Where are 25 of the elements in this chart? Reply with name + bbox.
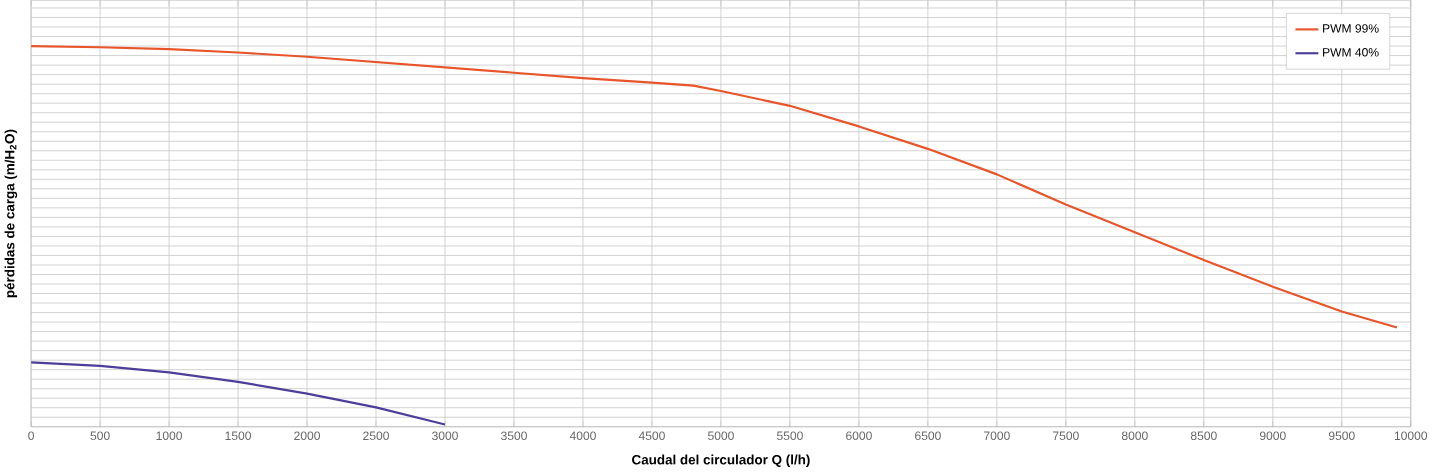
x-tick-label: 5000 [707, 431, 734, 441]
x-tick-label: 7500 [1053, 431, 1079, 441]
x-tick-label: 5500 [776, 431, 803, 441]
x-tick-label: 2000 [294, 431, 320, 441]
x-tick-label: 9500 [1328, 431, 1355, 441]
x-tick-label: 500 [90, 431, 110, 441]
x-tick-label: 10000 [1394, 431, 1428, 441]
x-tick-label: 6000 [846, 431, 872, 441]
x-tick-label: 3500 [501, 431, 527, 441]
x-tick-label: 8000 [1121, 431, 1148, 441]
x-tick-label: 1000 [156, 431, 183, 441]
x-tick-label: 8500 [1190, 431, 1217, 441]
x-tick-label: 4500 [638, 431, 665, 441]
x-tick-label: 4000 [569, 431, 596, 441]
legend-label: PWM 40% [1323, 48, 1379, 57]
x-axis-title: Caudal del circulador Q (l/h) [632, 454, 810, 468]
x-tick-label: 0 [28, 431, 34, 441]
x-tick-label: 9000 [1259, 431, 1286, 441]
x-tick-label: 1500 [225, 431, 251, 441]
x-tick-label: 3000 [432, 431, 458, 441]
x-tick-label: 7000 [984, 431, 1010, 441]
legend-label: PWM 99% [1323, 24, 1379, 33]
x-tick-label: 2500 [363, 431, 389, 441]
y-axis-title: pérdidas de carga (m/H$_{2}$O) [4, 129, 18, 298]
x-tick-label: 6500 [915, 431, 941, 441]
